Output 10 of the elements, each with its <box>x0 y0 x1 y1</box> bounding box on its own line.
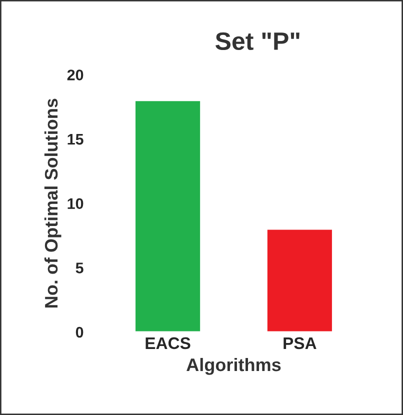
y-tick-label: 15 <box>68 134 84 145</box>
x-axis-title: Algorithms <box>186 358 281 375</box>
y-axis-title: No. of Optimal Solutions <box>44 98 62 308</box>
y-tick-label: 0 <box>76 326 84 338</box>
chart-title: Set "P" <box>216 32 300 50</box>
y-tick-label: 10 <box>68 198 84 210</box>
x-tick-label: PSA <box>284 337 316 350</box>
x-tick-label: EACS <box>146 337 190 350</box>
y-tick-label: 20 <box>67 70 84 80</box>
y-tick-label: 5 <box>76 262 84 274</box>
